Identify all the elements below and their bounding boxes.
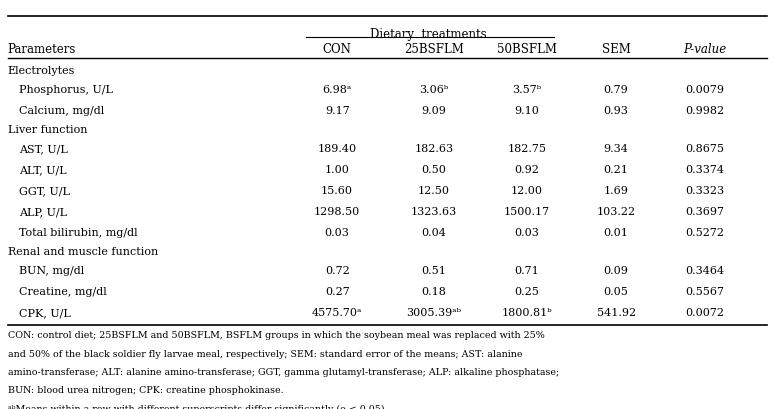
Text: CON: control diet; 25BSFLM and 50BSFLM, BSFLM groups in which the soybean meal w: CON: control diet; 25BSFLM and 50BSFLM, … <box>8 330 545 339</box>
Text: Phosphorus, U/L: Phosphorus, U/L <box>19 84 113 94</box>
Text: 182.75: 182.75 <box>508 144 546 153</box>
Text: 0.93: 0.93 <box>604 106 629 115</box>
Text: 9.10: 9.10 <box>515 106 539 115</box>
Text: Dietary  treatments: Dietary treatments <box>370 28 487 41</box>
Text: Creatine, mg/dl: Creatine, mg/dl <box>19 287 107 297</box>
Text: and 50% of the black soldier fly larvae meal, respectively; SEM: standard error : and 50% of the black soldier fly larvae … <box>8 349 522 358</box>
Text: 0.3323: 0.3323 <box>686 185 725 196</box>
Text: 1.69: 1.69 <box>604 185 629 196</box>
Text: 0.27: 0.27 <box>325 287 350 297</box>
Text: 0.72: 0.72 <box>325 265 350 276</box>
Text: GGT, U/L: GGT, U/L <box>19 185 71 196</box>
Text: ᵃᵇMeans within a row with different superscripts differ significantly (ρ < 0.05): ᵃᵇMeans within a row with different supe… <box>8 404 388 409</box>
Text: 3.06ᵇ: 3.06ᵇ <box>419 84 449 94</box>
Text: 0.21: 0.21 <box>604 164 629 175</box>
Text: Parameters: Parameters <box>8 43 76 56</box>
Text: 0.0079: 0.0079 <box>686 84 725 94</box>
Text: 12.50: 12.50 <box>418 185 450 196</box>
Text: Total bilirubin, mg/dl: Total bilirubin, mg/dl <box>19 227 138 237</box>
Text: SEM: SEM <box>601 43 631 56</box>
Text: 0.03: 0.03 <box>515 227 539 237</box>
Text: 0.92: 0.92 <box>515 164 539 175</box>
Text: 0.5567: 0.5567 <box>686 287 725 297</box>
Text: BUN, mg/dl: BUN, mg/dl <box>19 265 84 276</box>
Text: 0.04: 0.04 <box>422 227 446 237</box>
Text: CON: CON <box>322 43 352 56</box>
Text: 9.17: 9.17 <box>325 106 350 115</box>
Text: 6.98ᵃ: 6.98ᵃ <box>322 84 352 94</box>
Text: 189.40: 189.40 <box>318 144 357 153</box>
Text: 541.92: 541.92 <box>597 308 636 317</box>
Text: 15.60: 15.60 <box>321 185 353 196</box>
Text: 0.25: 0.25 <box>515 287 539 297</box>
Text: 3.57ᵇ: 3.57ᵇ <box>512 84 542 94</box>
Text: 1800.81ᵇ: 1800.81ᵇ <box>501 308 553 317</box>
Text: AST, U/L: AST, U/L <box>19 144 68 153</box>
Text: 182.63: 182.63 <box>415 144 453 153</box>
Text: Calcium, mg/dl: Calcium, mg/dl <box>19 106 105 115</box>
Text: Electrolytes: Electrolytes <box>8 65 75 75</box>
Text: 1500.17: 1500.17 <box>504 207 550 216</box>
Text: 9.09: 9.09 <box>422 106 446 115</box>
Text: 0.18: 0.18 <box>422 287 446 297</box>
Text: BUN: blood urea nitrogen; CPK: creatine phosphokinase.: BUN: blood urea nitrogen; CPK: creatine … <box>8 386 284 395</box>
Text: 0.0072: 0.0072 <box>686 308 725 317</box>
Text: 0.3374: 0.3374 <box>686 164 725 175</box>
Text: ALT, U/L: ALT, U/L <box>19 164 67 175</box>
Text: ALP, U/L: ALP, U/L <box>19 207 67 216</box>
Text: 1323.63: 1323.63 <box>411 207 457 216</box>
Text: 12.00: 12.00 <box>511 185 543 196</box>
Text: P-value: P-value <box>684 43 727 56</box>
Text: 0.03: 0.03 <box>325 227 350 237</box>
Text: 0.50: 0.50 <box>422 164 446 175</box>
Text: 0.71: 0.71 <box>515 265 539 276</box>
Text: 0.05: 0.05 <box>604 287 629 297</box>
Text: Liver function: Liver function <box>8 124 88 135</box>
Text: 0.3697: 0.3697 <box>686 207 725 216</box>
Text: amino-transferase; ALT: alanine amino-transferase; GGT, gamma glutamyl-transfera: amino-transferase; ALT: alanine amino-tr… <box>8 367 559 376</box>
Text: Renal and muscle function: Renal and muscle function <box>8 247 158 256</box>
Text: 25BSFLM: 25BSFLM <box>404 43 464 56</box>
Text: 0.3464: 0.3464 <box>686 265 725 276</box>
Text: 0.79: 0.79 <box>604 84 629 94</box>
Text: 1298.50: 1298.50 <box>314 207 360 216</box>
Text: 1.00: 1.00 <box>325 164 350 175</box>
Text: 0.51: 0.51 <box>422 265 446 276</box>
Text: 0.5272: 0.5272 <box>686 227 725 237</box>
Text: 0.9982: 0.9982 <box>686 106 725 115</box>
Text: 3005.39ᵃᵇ: 3005.39ᵃᵇ <box>407 308 461 317</box>
Text: CPK, U/L: CPK, U/L <box>19 308 71 317</box>
Text: 9.34: 9.34 <box>604 144 629 153</box>
Text: 4575.70ᵃ: 4575.70ᵃ <box>312 308 363 317</box>
Text: 0.8675: 0.8675 <box>686 144 725 153</box>
Text: 0.09: 0.09 <box>604 265 629 276</box>
Text: 50BSFLM: 50BSFLM <box>497 43 557 56</box>
Text: 103.22: 103.22 <box>597 207 636 216</box>
Text: 0.01: 0.01 <box>604 227 629 237</box>
